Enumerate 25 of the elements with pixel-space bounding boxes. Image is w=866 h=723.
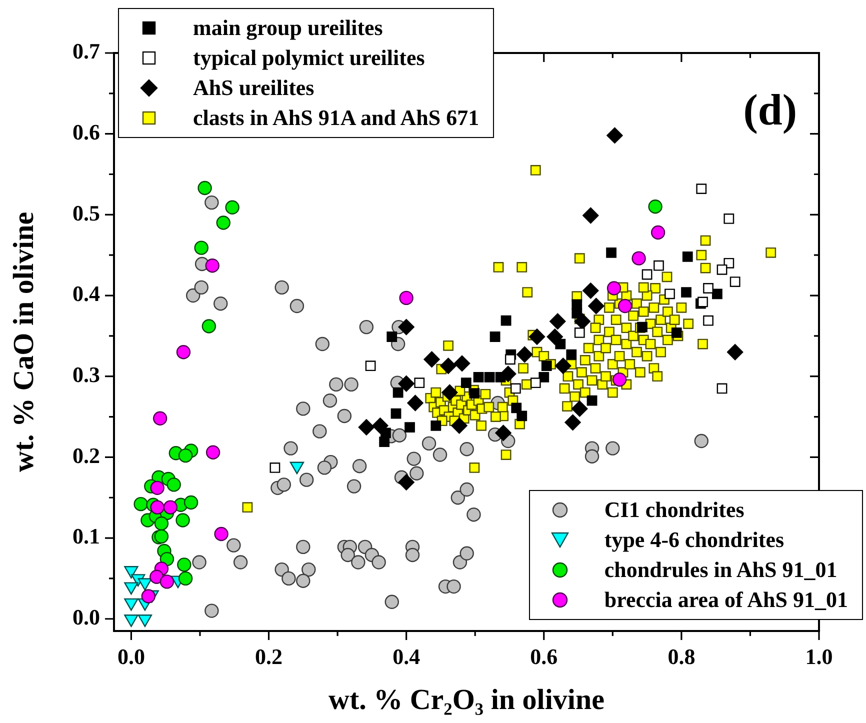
y-tick-label: 0.1 xyxy=(72,524,100,549)
legend-label: AhS ureilites xyxy=(193,75,314,101)
y-tick-label: 0.2 xyxy=(72,442,100,468)
x-axis-title: wt. % Cr₂O₃ in olivine xyxy=(328,684,605,716)
x-tick-label: 0.6 xyxy=(530,644,558,669)
x-tick-label: 0.4 xyxy=(392,644,420,669)
y-tick-label: 0.5 xyxy=(72,200,100,226)
legend-label: main group ureilites xyxy=(193,15,383,41)
legend-label: CI1 chondrites xyxy=(604,497,744,523)
x-tick-label: 1.0 xyxy=(805,644,833,669)
y-tick-label: 0.6 xyxy=(72,120,100,145)
x-tick-label: 0.0 xyxy=(117,644,145,669)
y-tick-label: 0.7 xyxy=(72,38,100,64)
x-tick-label: 0.2 xyxy=(255,644,283,669)
legend-label: type 4-6 chondrites xyxy=(604,527,784,553)
legend-label: chondrules in AhS 91_01 xyxy=(604,557,838,583)
y-axis-title: wt. % CaO in olivine xyxy=(8,212,40,472)
y-tick-label: 0.0 xyxy=(72,604,100,630)
legend-label: typical polymict ureilites xyxy=(193,45,425,71)
legend-label: breccia area of AhS 91_01 xyxy=(604,587,848,613)
x-tick-label: 0.8 xyxy=(668,644,696,669)
legend-label: clasts in AhS 91A and AhS 671 xyxy=(193,105,480,131)
y-tick-label: 0.4 xyxy=(72,281,100,306)
y-tick-label: 0.3 xyxy=(72,362,100,388)
annotation: (d) xyxy=(743,85,797,134)
